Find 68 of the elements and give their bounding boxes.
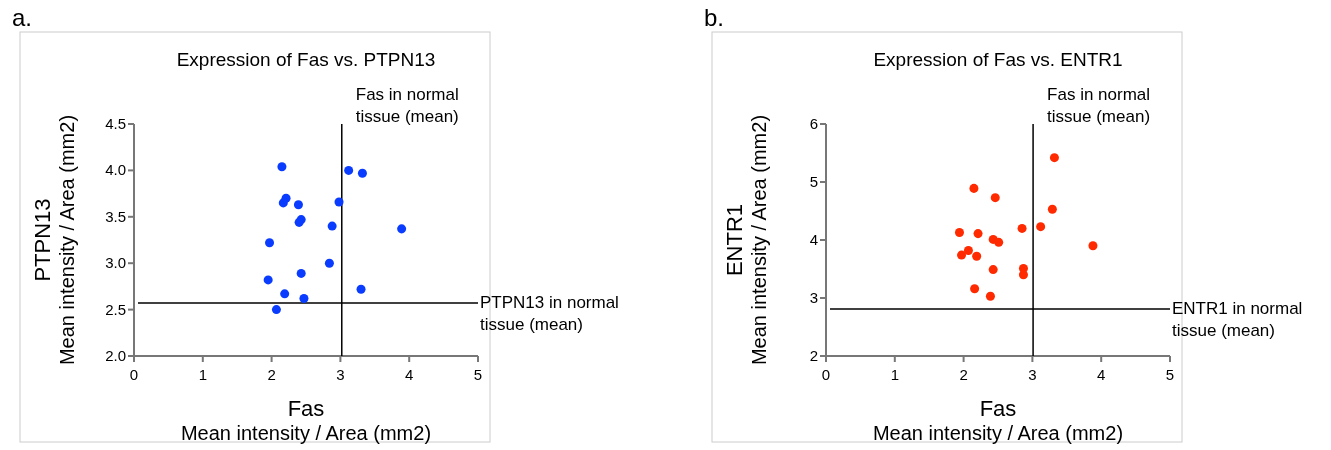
point	[281, 193, 291, 203]
point	[1047, 204, 1057, 214]
ref-line-label: Fas in normal tissue (mean)	[355, 85, 459, 126]
x-tick-label: 5	[1165, 366, 1175, 383]
point	[299, 293, 309, 303]
x-tick-label: 4	[405, 366, 414, 383]
x-tick-label: 5	[473, 366, 483, 383]
ref-line-label: PTPN13 in normal tissue (mean)	[480, 293, 619, 335]
point	[973, 229, 983, 239]
point	[356, 284, 366, 294]
text: b.	[704, 4, 725, 31]
point	[970, 284, 980, 294]
chart-title: Expression of Fas vs. PTPN13	[176, 49, 436, 70]
y-tick-label: 3.0	[105, 254, 126, 272]
point	[1036, 222, 1046, 232]
x-tick-label: 1	[198, 366, 207, 383]
y-tick-label: 5	[809, 173, 818, 190]
x-tick-label: 4	[1097, 366, 1106, 383]
text: a.	[12, 4, 33, 31]
point	[1018, 270, 1028, 280]
ref-line-label: Fas in normal tissue (mean)	[1047, 85, 1151, 126]
point	[963, 245, 973, 255]
y-tick-label: 6	[809, 115, 818, 132]
chart-title: Expression of Fas vs. ENTR1	[873, 49, 1123, 70]
x-tick-label: 2	[267, 366, 276, 383]
point	[957, 250, 967, 260]
point	[280, 289, 290, 299]
point	[985, 291, 995, 301]
point	[988, 265, 998, 275]
y-tick-label: 3	[809, 289, 818, 306]
point	[334, 197, 344, 207]
point	[324, 258, 334, 268]
point	[265, 238, 275, 248]
point	[1017, 223, 1027, 233]
x-tick-label: 2	[959, 366, 968, 383]
point	[357, 168, 367, 178]
point	[954, 227, 964, 237]
point	[271, 305, 281, 315]
x-tick-label: 1	[890, 366, 899, 383]
point	[969, 183, 979, 193]
y-tick-label: 2.5	[105, 300, 126, 318]
y-tick-label: 2	[809, 347, 818, 364]
point	[277, 162, 287, 172]
y-tick-label: 4.0	[105, 161, 126, 179]
y-tick-label: 4	[809, 231, 818, 248]
point	[972, 251, 982, 261]
point	[1049, 153, 1059, 163]
y-tick-label: 3.5	[105, 207, 126, 225]
point	[327, 221, 337, 231]
point	[994, 237, 1004, 247]
y-axis-title: ENTR1 Mean intensity / Area (mm2)	[722, 114, 770, 366]
point	[344, 165, 354, 175]
x-tick-label: 0	[129, 366, 139, 383]
point	[990, 193, 1000, 203]
point	[293, 200, 303, 210]
y-tick-label: 4.5	[105, 115, 126, 132]
x-tick-label: 3	[1028, 366, 1037, 383]
point	[296, 268, 306, 278]
x-tick-label: 3	[336, 366, 345, 383]
ref-line-label: ENTR1 in normal tissue (mean)	[1172, 299, 1303, 341]
x-axis-title: Fas Mean intensity / Area (mm2)	[872, 396, 1124, 444]
point	[397, 224, 407, 234]
point	[1088, 241, 1098, 251]
x-tick-label: 0	[821, 366, 831, 383]
point	[263, 275, 273, 285]
y-tick-label: 2.0	[105, 347, 126, 364]
y-axis-title: PTPN13 Mean intensity / Area (mm2)	[30, 114, 78, 366]
x-axis-title: Fas Mean intensity / Area (mm2)	[180, 396, 432, 444]
